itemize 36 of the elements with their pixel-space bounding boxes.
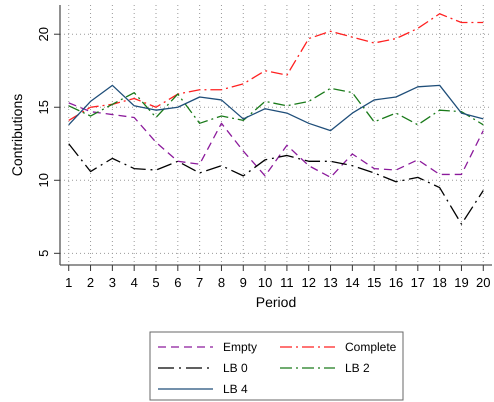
legend-label: Empty [223, 340, 258, 354]
line-series [68, 88, 484, 126]
x-tick-label: 6 [174, 275, 182, 290]
x-tick-label: 12 [301, 275, 316, 290]
legend-label: LB 4 [223, 382, 248, 396]
x-tick-label: 9 [240, 275, 247, 290]
x-tick-label: 19 [454, 275, 469, 290]
y-tick-label: 10 [36, 173, 51, 188]
x-tick-label: 18 [432, 275, 447, 290]
y-tick-label: 15 [36, 100, 51, 114]
legend-label: LB 2 [345, 361, 370, 375]
x-tick-label: 1 [65, 275, 72, 290]
legend-label: Complete [345, 340, 397, 354]
y-tick-label: 5 [36, 250, 51, 257]
x-tick-label: 13 [323, 275, 338, 290]
line-series [68, 143, 484, 225]
x-axis-title: Period [256, 294, 296, 310]
x-tick-label: 7 [196, 275, 204, 290]
x-tick-label: 20 [476, 275, 491, 290]
line-series [68, 84, 484, 132]
y-tick-label: 20 [36, 26, 51, 42]
legend-label: LB 0 [223, 361, 248, 375]
x-tick-label: 15 [366, 275, 382, 290]
x-tick-label: 14 [345, 275, 360, 290]
line-series [68, 102, 484, 178]
x-tick-label: 16 [388, 275, 404, 290]
x-tick-label: 10 [258, 275, 272, 290]
x-tick-label: 8 [218, 275, 226, 290]
x-tick-label: 5 [152, 275, 160, 290]
y-axis-title: Contributions [9, 94, 25, 176]
line-series [68, 13, 484, 122]
x-tick-label: 17 [410, 275, 426, 290]
x-tick-label: 4 [130, 275, 138, 290]
x-tick-label: 2 [86, 275, 94, 290]
x-tick-label: 11 [280, 275, 294, 290]
x-tick-label: 3 [108, 275, 116, 290]
